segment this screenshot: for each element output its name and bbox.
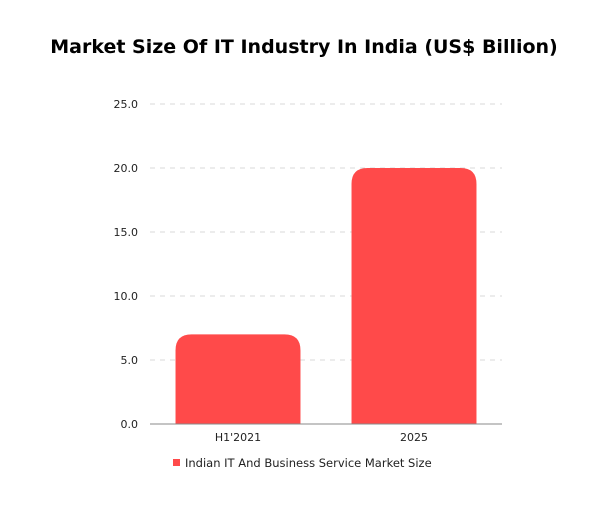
- y-tick-label: 5.0: [121, 354, 139, 367]
- legend-swatch: [173, 459, 180, 466]
- y-tick-label: 15.0: [114, 226, 139, 239]
- bar-2025: [351, 168, 477, 424]
- x-tick-label: 2025: [400, 431, 428, 444]
- y-tick-label: 20.0: [114, 162, 139, 175]
- bar-H1'2021: [175, 334, 301, 424]
- y-tick-label: 0.0: [121, 418, 139, 431]
- legend-label: Indian IT And Business Service Market Si…: [185, 456, 432, 470]
- chart-title: Market Size Of IT Industry In India (US$…: [50, 36, 558, 58]
- legend: Indian IT And Business Service Market Si…: [173, 456, 432, 470]
- x-tick-label: H1'2021: [215, 431, 261, 444]
- y-tick-label: 10.0: [114, 290, 139, 303]
- y-tick-label: 25.0: [114, 98, 139, 111]
